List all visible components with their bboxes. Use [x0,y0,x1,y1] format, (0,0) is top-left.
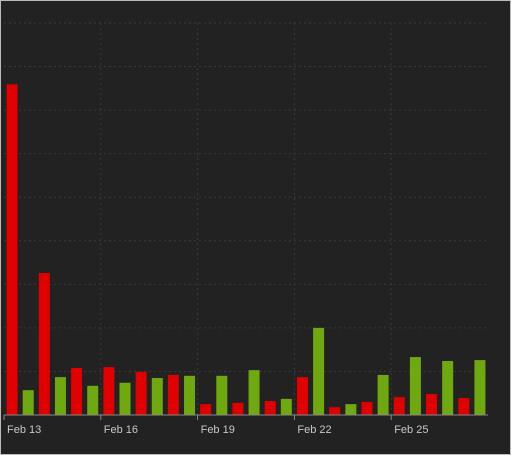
x-tick-label: Feb 16 [104,424,138,436]
bar [280,398,292,415]
bar [313,327,325,415]
bar [393,397,405,415]
x-tick-label: Feb 25 [394,424,428,436]
bar [458,398,470,415]
bar [103,367,115,415]
bar [200,404,212,415]
bar [409,357,421,415]
bar [232,402,244,415]
bar [135,371,147,415]
x-tick-label: Feb 19 [201,424,235,436]
bar [22,390,34,415]
bar [248,370,260,415]
bar [87,385,99,415]
bar [216,375,228,415]
x-tick-label: Feb 13 [7,424,41,436]
bar [345,404,357,415]
bar [119,382,131,415]
bar [264,401,276,415]
bar [377,374,389,415]
bar [329,407,341,415]
bar [426,394,438,415]
bar [6,84,18,415]
bar [71,367,83,415]
bar [38,273,50,415]
bar [151,377,163,415]
bar [474,360,486,415]
bar [442,360,454,415]
x-tick-label: Feb 22 [297,424,331,436]
bar [184,375,196,415]
bar [54,377,66,415]
bar [167,374,179,415]
bar [361,401,373,415]
bar [296,377,308,415]
